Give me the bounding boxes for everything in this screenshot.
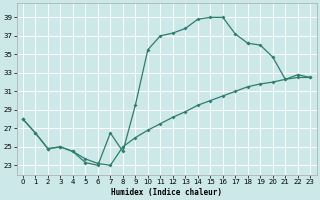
X-axis label: Humidex (Indice chaleur): Humidex (Indice chaleur) — [111, 188, 222, 197]
